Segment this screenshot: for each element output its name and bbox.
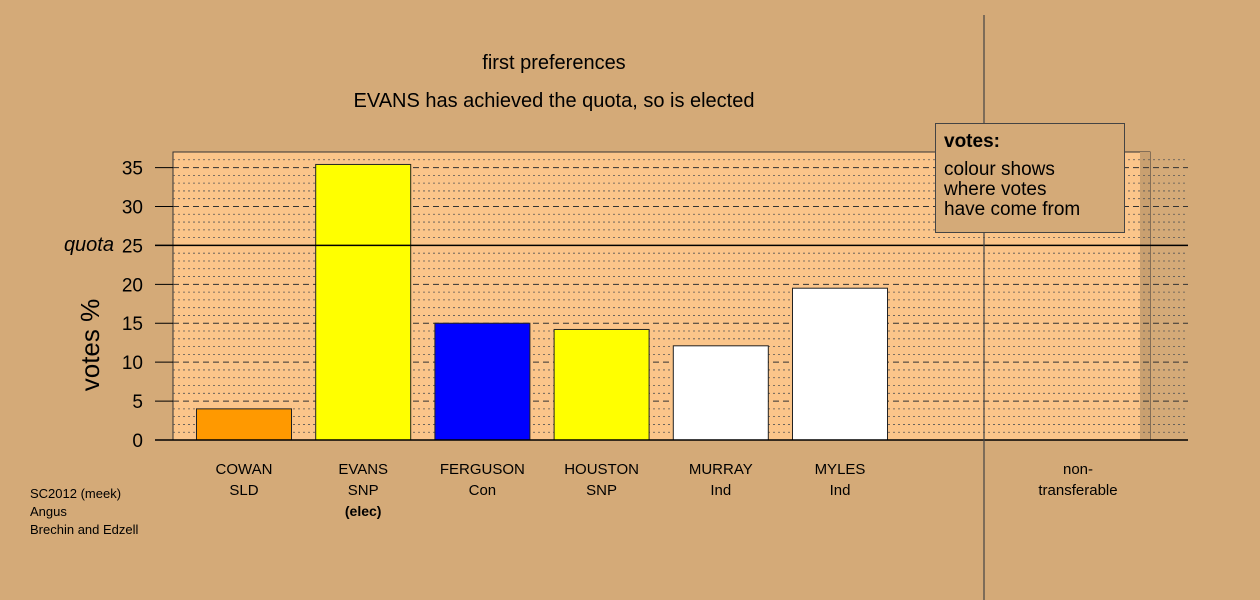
bar-myles [792, 287, 888, 441]
y-tick-label: 25 [122, 236, 143, 257]
party-name: Con [468, 482, 497, 499]
bar-houston [553, 328, 650, 441]
bar-evans [315, 163, 412, 441]
y-tick-label: 10 [122, 353, 143, 374]
legend-line: colour shows [944, 159, 1055, 180]
chart-subtitle: EVANS has achieved the quota, so is elec… [353, 90, 755, 112]
plot-area-edge [1140, 152, 1150, 440]
legend-line: where votes [944, 179, 1047, 200]
election-name: SC2012 (meek) [30, 486, 122, 501]
bar-ferguson [434, 322, 531, 441]
y-tick-label: 35 [122, 159, 143, 180]
candidate-name: FERGUSON [439, 461, 525, 478]
election-info: SC2012 (meek) Angus Brechin and Edzell [30, 485, 138, 539]
legend-box: votes: colour shows where votes have com… [935, 123, 1125, 233]
candidate-name: COWAN [215, 461, 273, 478]
party-name: Ind [829, 482, 851, 499]
bar-murray [672, 345, 769, 441]
elected-note: (elec) [344, 503, 382, 519]
candidate-name: MURRAY [688, 461, 753, 478]
candidate-name: MYLES [814, 461, 866, 478]
chart-title: first preferences [482, 52, 626, 74]
party-name: SNP [347, 482, 379, 499]
category-label-cowan: COWAN SLD [179, 459, 309, 501]
category-label-myles: MYLES Ind [775, 459, 905, 501]
category-label-evans: EVANS SNP (elec) [298, 459, 428, 522]
category-label-murray: MURRAY Ind [656, 459, 786, 501]
category-label-nontransferable: non-transferable [1013, 459, 1143, 501]
nontransferable-label-line: transferable [1038, 482, 1118, 499]
candidate-name: EVANS [338, 461, 389, 478]
council-name: Angus [30, 504, 67, 519]
legend-title: votes: [944, 131, 1000, 152]
nontransferable-label-line: non- [1062, 461, 1094, 478]
y-tick-label: 15 [122, 314, 143, 335]
bar-cowan [196, 408, 292, 441]
category-label-ferguson: FERGUSON Con [417, 459, 547, 501]
ward-name: Brechin and Edzell [30, 522, 139, 537]
y-tick-label: 0 [132, 431, 143, 452]
party-name: SNP [586, 482, 618, 499]
quota-label: quota [63, 234, 114, 256]
y-tick-label: 30 [122, 197, 143, 218]
legend-line: have come from [944, 199, 1081, 220]
y-tick-label: 20 [122, 275, 143, 296]
category-label-houston: HOUSTON SNP [537, 459, 667, 501]
party-name: SLD [229, 482, 259, 499]
candidate-name: HOUSTON [564, 461, 639, 478]
y-tick-label: 5 [132, 392, 143, 413]
party-name: Ind [710, 482, 732, 499]
